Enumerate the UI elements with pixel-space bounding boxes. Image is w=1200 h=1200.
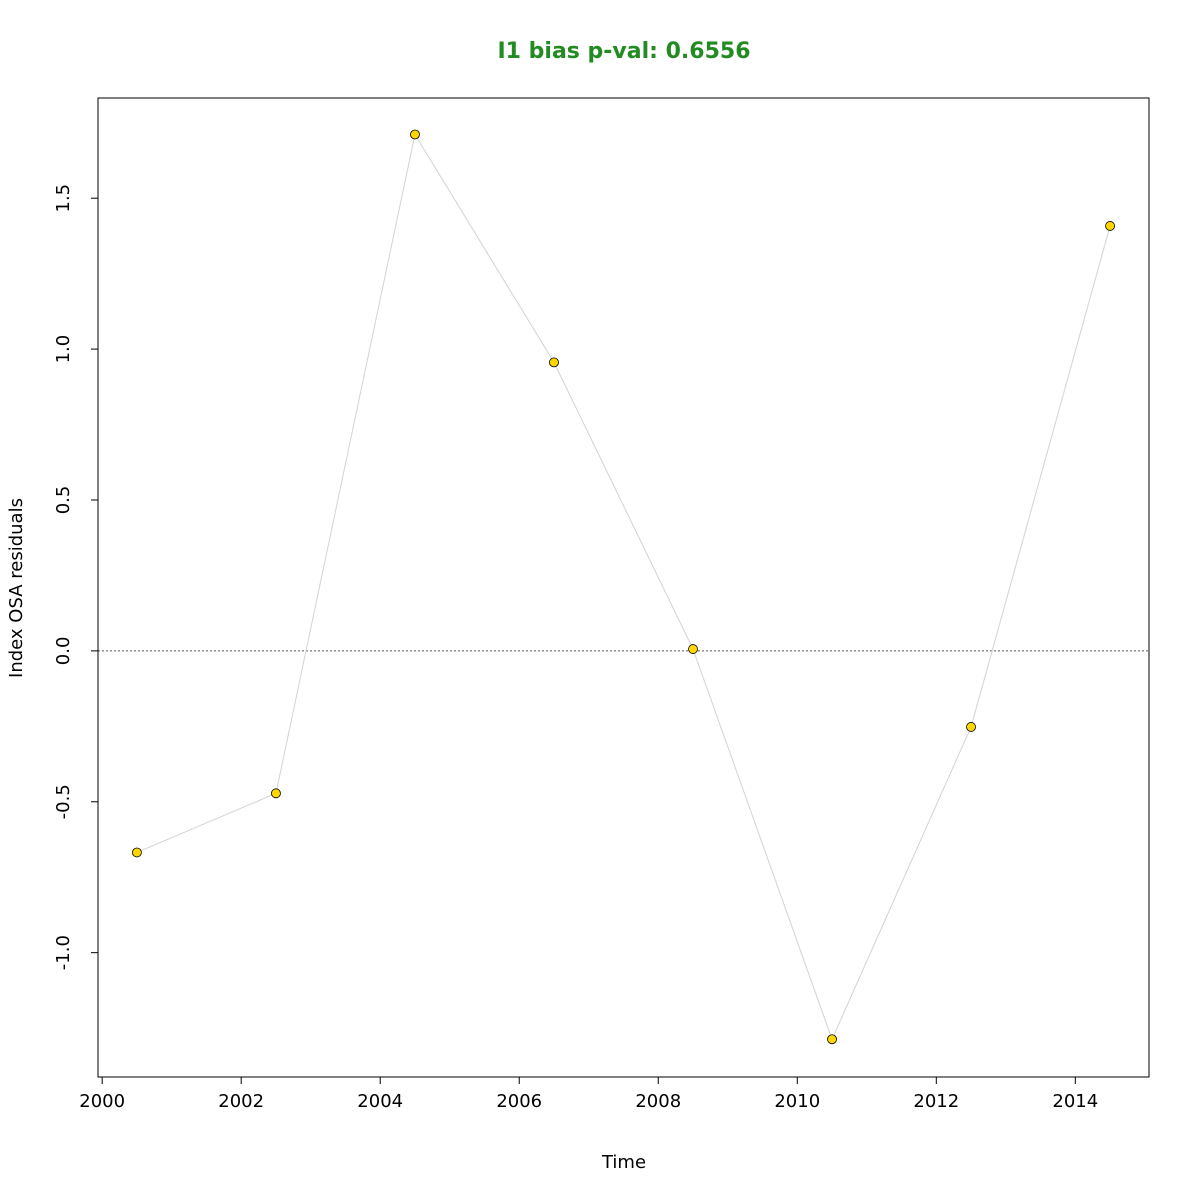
data-point-2014.5 <box>1105 221 1115 231</box>
data-points-group <box>132 129 1115 1045</box>
x-tick-label-2006: 2006 <box>496 1091 542 1112</box>
y-tick-label--1.0: -1.0 <box>53 935 74 970</box>
x-tick-label-2002: 2002 <box>218 1091 264 1112</box>
x-tick-label-2004: 2004 <box>357 1091 403 1112</box>
x-tick-label-2008: 2008 <box>635 1091 681 1112</box>
series-line-group <box>136 133 1111 1041</box>
x-tick-label-2012: 2012 <box>913 1091 959 1112</box>
y-tick-label-1.0: 1.0 <box>53 335 74 364</box>
x-tick-label-2014: 2014 <box>1052 1091 1098 1112</box>
y-tick-label-0.5: 0.5 <box>53 486 74 515</box>
data-point-2000.5 <box>132 847 142 858</box>
data-point-2004.5 <box>410 129 420 140</box>
plot-frame <box>97 97 1150 1078</box>
y-axis: -1.0 -0.5 0.0 0.5 1.0 1.5 <box>53 184 99 970</box>
y-tick-label--0.5: -0.5 <box>53 784 74 819</box>
x-axis-label: Time <box>601 1152 646 1173</box>
x-axis: 2000 2002 2004 2006 2008 2010 2012 2014 <box>79 1076 1098 1112</box>
data-point-2012.5 <box>966 722 976 732</box>
data-point-2010.5 <box>827 1034 837 1045</box>
data-point-2008.5 <box>688 644 698 654</box>
data-point-2002.5 <box>271 788 281 799</box>
y-axis-label: Index OSA residuals <box>6 498 27 678</box>
x-tick-label-2010: 2010 <box>774 1091 820 1112</box>
data-point-2006.5 <box>549 357 559 368</box>
y-tick-label-1.5: 1.5 <box>53 184 74 213</box>
y-tick-label-0.0: 0.0 <box>53 637 74 666</box>
x-tick-label-2000: 2000 <box>79 1091 125 1112</box>
series-line <box>136 133 1111 1041</box>
chart-title: I1 bias p-val: 0.6556 <box>498 39 751 64</box>
